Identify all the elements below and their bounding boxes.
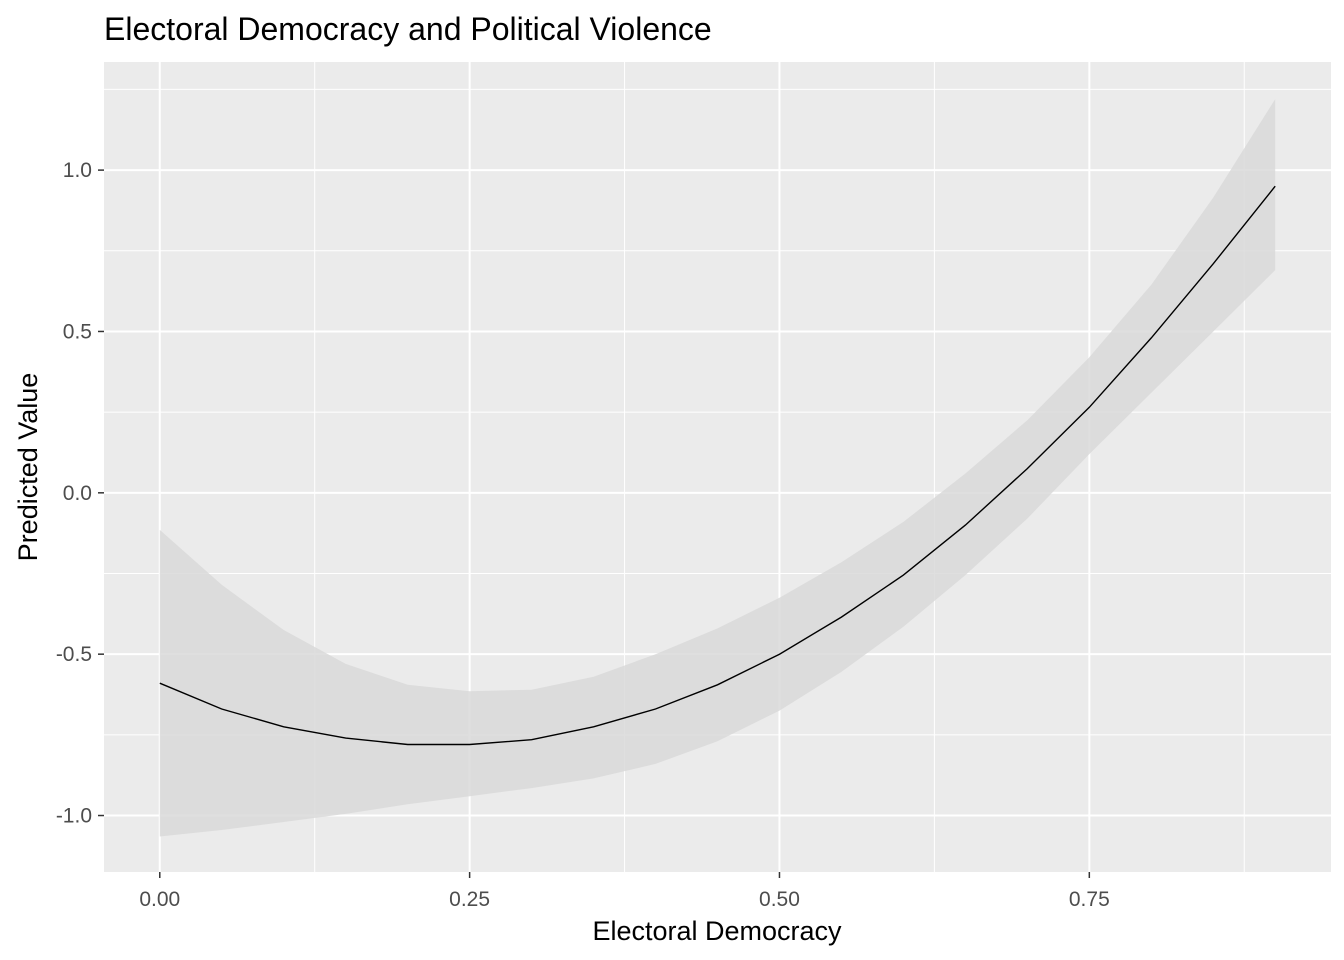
confidence-ribbon	[159, 99, 1276, 837]
x-tick-label: 0.25	[449, 888, 490, 911]
y-tick-label: 0.5	[63, 320, 92, 343]
y-tick-label: -0.5	[56, 643, 92, 666]
y-axis-title: Predicted Value	[13, 373, 43, 562]
y-tick-label: 1.0	[63, 159, 92, 182]
fitted-line	[159, 185, 1276, 746]
x-tick-label: 0.50	[759, 888, 800, 911]
x-tick-label: 0.00	[139, 888, 180, 911]
x-axis-title: Electoral Democracy	[592, 916, 842, 946]
y-tick-label: -1.0	[56, 805, 92, 828]
y-tick-label: 0.0	[63, 482, 92, 505]
chart-title: Electoral Democracy and Political Violen…	[104, 11, 712, 47]
x-axis-ticks: 0.00 0.25 0.50 0.75	[139, 872, 1110, 911]
y-axis-ticks: -1.0 -0.5 0.0 0.5 1.0	[56, 159, 104, 828]
x-tick-label: 0.75	[1069, 888, 1110, 911]
